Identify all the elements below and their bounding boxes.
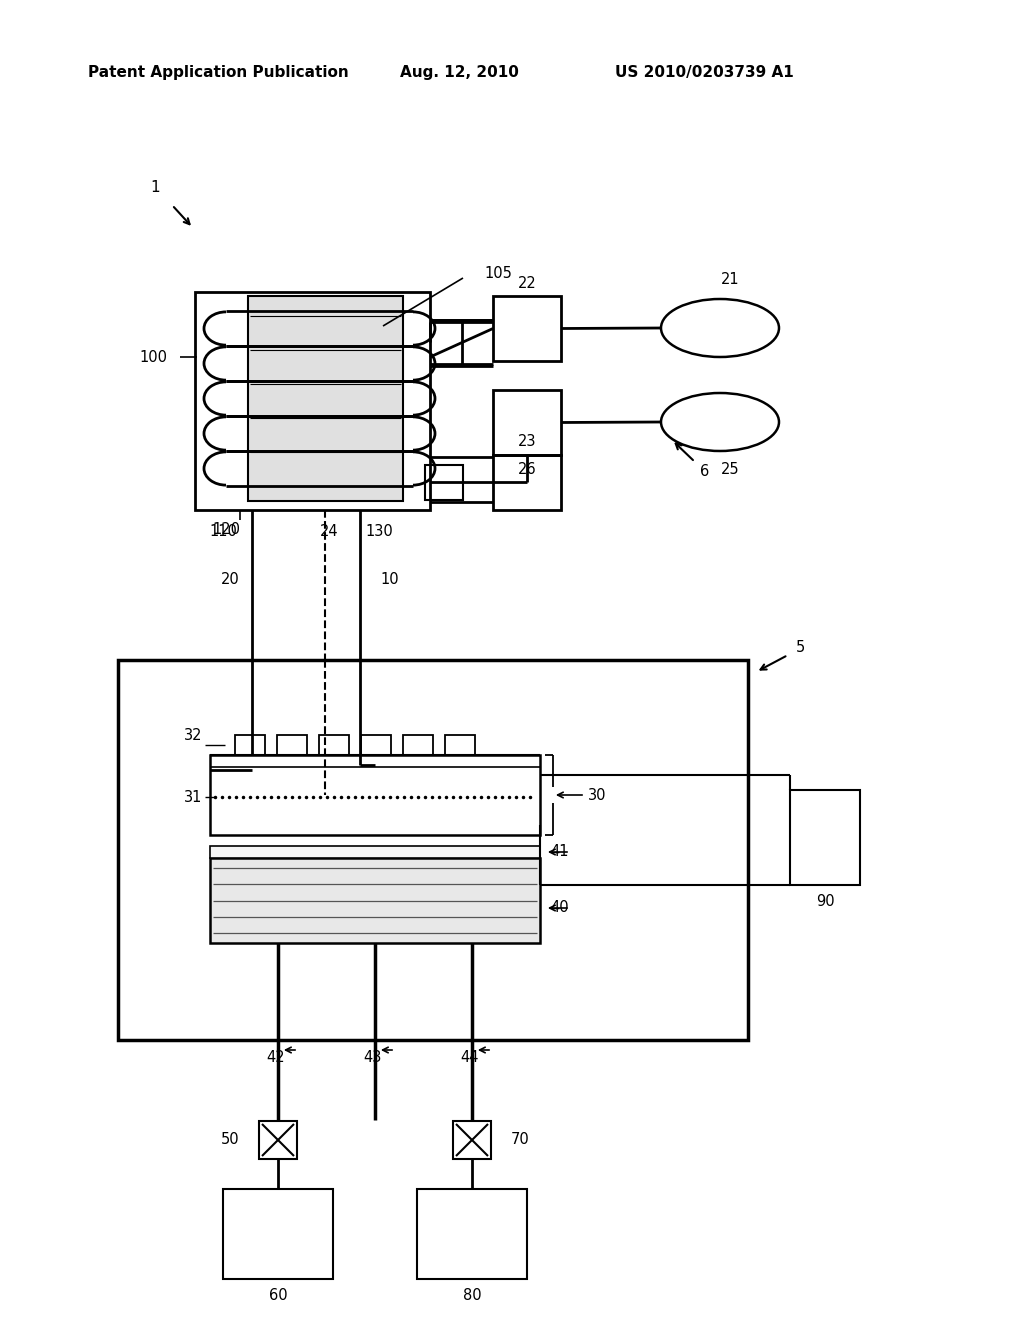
Text: 120: 120 xyxy=(212,523,240,537)
Bar xyxy=(493,296,561,360)
Text: 41: 41 xyxy=(550,845,568,859)
Text: 25: 25 xyxy=(721,462,739,478)
Text: 30: 30 xyxy=(588,788,606,803)
Bar xyxy=(445,735,475,755)
Bar xyxy=(248,296,403,502)
Text: Patent Application Publication: Patent Application Publication xyxy=(88,66,349,81)
Bar xyxy=(493,455,561,510)
Bar xyxy=(403,735,433,755)
Bar xyxy=(493,389,561,455)
Text: 110: 110 xyxy=(209,524,237,540)
Bar xyxy=(319,735,349,755)
Text: Aug. 12, 2010: Aug. 12, 2010 xyxy=(400,66,519,81)
Text: 26: 26 xyxy=(518,462,537,477)
Text: 10: 10 xyxy=(381,573,399,587)
Text: 60: 60 xyxy=(268,1287,288,1303)
Text: 6: 6 xyxy=(700,465,710,479)
Text: 70: 70 xyxy=(511,1133,529,1147)
Bar xyxy=(234,735,265,755)
Text: 90: 90 xyxy=(816,894,835,908)
Bar xyxy=(210,846,540,858)
Text: 22: 22 xyxy=(517,276,537,290)
Text: 43: 43 xyxy=(364,1051,382,1065)
Bar xyxy=(425,465,463,500)
Text: 80: 80 xyxy=(463,1287,481,1303)
Bar xyxy=(223,1189,333,1279)
Text: 23: 23 xyxy=(518,434,537,450)
Text: 50: 50 xyxy=(220,1133,239,1147)
Text: US 2010/0203739 A1: US 2010/0203739 A1 xyxy=(615,66,794,81)
Bar xyxy=(118,660,748,1040)
Text: 42: 42 xyxy=(266,1051,286,1065)
Bar xyxy=(417,1189,527,1279)
Bar xyxy=(790,789,860,884)
Bar xyxy=(195,292,430,510)
Text: 1: 1 xyxy=(151,181,160,195)
Bar xyxy=(210,755,540,836)
Text: 100: 100 xyxy=(139,350,167,364)
Text: 20: 20 xyxy=(221,573,240,587)
Text: 32: 32 xyxy=(183,727,202,742)
Text: 31: 31 xyxy=(183,789,202,804)
Text: 5: 5 xyxy=(796,640,805,656)
Bar xyxy=(259,1121,297,1159)
Bar xyxy=(361,735,391,755)
Text: 105: 105 xyxy=(484,267,512,281)
Text: 21: 21 xyxy=(721,272,739,288)
Text: 24: 24 xyxy=(319,524,339,540)
Text: 40: 40 xyxy=(550,900,568,916)
Bar xyxy=(210,858,540,942)
Bar xyxy=(453,1121,490,1159)
Text: 130: 130 xyxy=(365,524,393,540)
Bar xyxy=(278,735,307,755)
Text: 44: 44 xyxy=(461,1051,479,1065)
